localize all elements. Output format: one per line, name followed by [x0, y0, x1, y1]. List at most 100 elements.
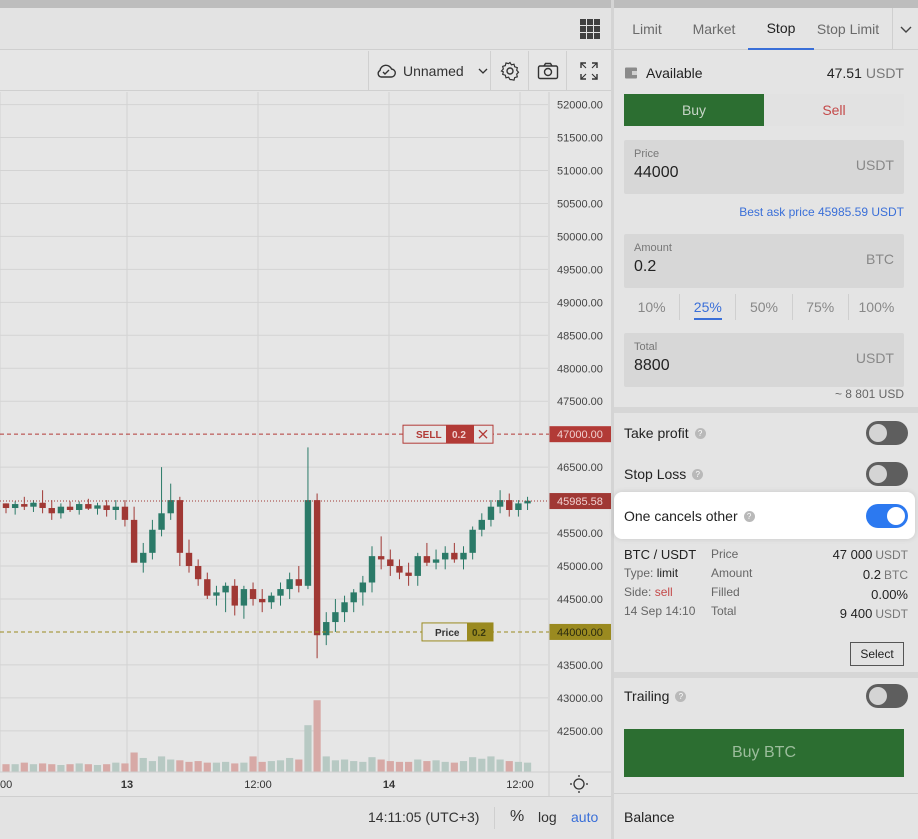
screenshot-button[interactable] — [528, 51, 566, 91]
volume-bar — [57, 764, 65, 772]
fullscreen-button[interactable] — [566, 51, 611, 91]
volume-bar — [258, 761, 266, 772]
select-order-button[interactable]: Select — [850, 642, 904, 666]
percent-50-button[interactable]: 50% — [736, 294, 793, 320]
tab-stop-limit[interactable]: Stop Limit — [816, 21, 880, 37]
volume-bar — [112, 762, 120, 772]
candle-body — [350, 592, 357, 603]
total-field-value[interactable]: 8800 — [634, 357, 670, 374]
candle-body — [442, 552, 449, 560]
sell-tab-button[interactable]: Sell — [764, 94, 904, 126]
order-amount-value: 0.2 BTC — [862, 567, 908, 582]
close-icon — [478, 429, 488, 439]
layout-grid-icon[interactable] — [580, 19, 600, 39]
time-axis-label: 13 — [121, 779, 133, 791]
candle-body — [295, 579, 302, 586]
balance-section[interactable]: Balance — [614, 793, 918, 839]
available-label: Available — [646, 65, 703, 81]
volume-bar — [423, 761, 431, 772]
price-axis-label: 50500.00 — [557, 198, 603, 210]
price-field[interactable]: Price 44000 USDT — [624, 140, 904, 194]
trailing-toggle[interactable] — [866, 684, 908, 708]
candle-body — [341, 602, 348, 613]
volume-bar — [286, 757, 294, 772]
volume-bar — [157, 756, 166, 772]
more-tabs-button[interactable] — [892, 8, 918, 50]
tab-market[interactable]: Market — [692, 21, 736, 37]
tab-limit[interactable]: Limit — [632, 21, 662, 37]
chart-footer: 14:11:05 (UTC+3) % log auto — [0, 796, 611, 839]
candle-body — [149, 529, 156, 553]
candle-body — [112, 506, 119, 510]
log-scale-toggle[interactable]: log — [538, 809, 557, 825]
chevron-down-icon — [478, 68, 488, 74]
price-axis-label: 52000.00 — [557, 100, 603, 112]
cloud-check-icon — [377, 64, 396, 78]
stop-loss-toggle[interactable] — [866, 462, 908, 486]
price-axis-label: 45000.00 — [557, 561, 603, 573]
percent-scale-toggle[interactable]: % — [510, 808, 525, 825]
top-strip — [0, 0, 611, 8]
candle-body — [368, 556, 376, 583]
stop-loss-label: Stop Loss — [624, 466, 687, 482]
volume-bar — [496, 759, 504, 772]
amount-field[interactable]: Amount 0.2 BTC — [624, 234, 904, 288]
help-icon[interactable]: ? — [694, 427, 706, 439]
sell-order-tag[interactable]: SELL 0.2 — [402, 424, 494, 444]
order-field-values: 47 000 USDT 0.2 BTC 0.00% 9 400 USDT — [833, 545, 908, 624]
volume-bar — [441, 761, 449, 772]
candle-body — [286, 579, 293, 590]
percent-10-button[interactable]: 10% — [624, 294, 681, 320]
auto-scale-toggle[interactable]: auto — [571, 809, 599, 825]
amount-field-label: Amount — [634, 242, 672, 254]
candle-body — [57, 506, 65, 514]
available-balance: Available 47.51 USDT — [624, 62, 904, 84]
tab-stop[interactable]: Stop — [748, 8, 814, 50]
theme-icon[interactable] — [570, 775, 588, 793]
volume-bar — [514, 761, 522, 772]
oco-toggle[interactable] — [866, 504, 908, 528]
candlestick-chart[interactable]: 52000.00 51500.00 51000.00 50500.00 50000.00… — [0, 92, 611, 796]
buy-tab-button[interactable]: Buy — [624, 94, 764, 126]
volume-bar — [340, 759, 349, 772]
layout-selector[interactable]: Unnamed — [368, 51, 490, 91]
volume-bar — [414, 759, 422, 772]
volume-bar — [167, 759, 175, 772]
volume-bar — [103, 764, 111, 772]
help-icon[interactable]: ? — [675, 690, 687, 702]
candle-body — [359, 582, 367, 593]
price-order-tag[interactable]: Price 0.2 — [421, 622, 494, 642]
volume-bar — [2, 764, 10, 772]
candle-body — [185, 552, 193, 567]
stop-loss-row: Stop Loss ? — [624, 459, 908, 489]
percent-25-button[interactable]: 25% — [680, 294, 737, 320]
amount-field-value[interactable]: 0.2 — [634, 258, 657, 275]
oco-highlight-card: One cancels other ? — [614, 492, 915, 539]
candle-body — [194, 566, 202, 580]
help-icon[interactable]: ? — [692, 468, 704, 480]
volume-bar — [121, 763, 129, 772]
help-icon[interactable]: ? — [743, 510, 755, 522]
linked-order-summary: BTC / USDT Type: limit Side: sell 14 Sep… — [624, 545, 908, 625]
best-ask-link[interactable]: Best ask price 45985.59 USDT — [739, 205, 904, 219]
settings-button[interactable] — [490, 51, 528, 91]
take-profit-toggle[interactable] — [866, 421, 908, 445]
volume-bar — [20, 762, 28, 772]
fullscreen-icon — [580, 62, 598, 80]
order-filled-label: Filled — [711, 585, 740, 599]
price-field-value[interactable]: 44000 — [634, 164, 679, 181]
candle-body — [121, 506, 129, 520]
price-tag — [549, 623, 611, 640]
buy-btc-button[interactable]: Buy BTC — [624, 729, 904, 777]
price-axis-label: 49000.00 — [557, 297, 603, 309]
volume-bar — [29, 764, 38, 772]
percent-100-button[interactable]: 100% — [858, 299, 895, 315]
price-axis-label: 51000.00 — [557, 166, 603, 178]
footer-divider — [494, 807, 495, 829]
percent-75-button[interactable]: 75% — [793, 294, 849, 320]
order-amount-label: Amount — [711, 566, 753, 580]
candle-body — [11, 504, 19, 509]
section-divider — [614, 407, 918, 413]
candle-body — [304, 500, 312, 586]
total-field[interactable]: Total 8800 USDT — [624, 333, 904, 387]
